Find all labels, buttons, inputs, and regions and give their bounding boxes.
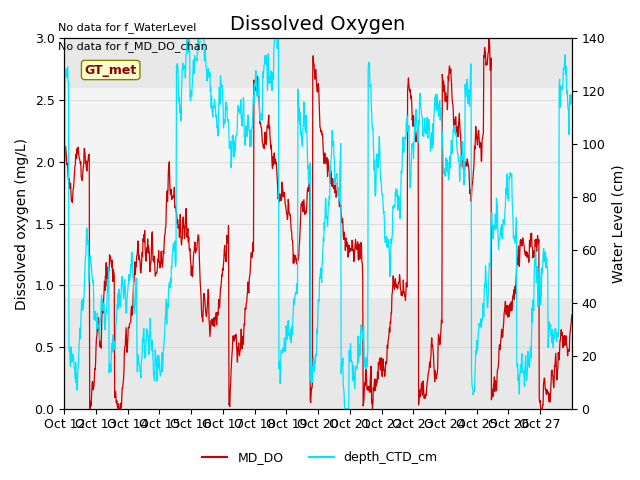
Text: GT_met: GT_met xyxy=(84,63,137,76)
Y-axis label: Dissolved oxygen (mg/L): Dissolved oxygen (mg/L) xyxy=(15,137,29,310)
Title: Dissolved Oxygen: Dissolved Oxygen xyxy=(230,15,406,34)
Legend: MD_DO, depth_CTD_cm: MD_DO, depth_CTD_cm xyxy=(197,446,443,469)
Y-axis label: Water Level (cm): Water Level (cm) xyxy=(611,164,625,283)
Text: No data for f_WaterLevel: No data for f_WaterLevel xyxy=(58,22,196,33)
Text: No data for f_MD_DO_chan: No data for f_MD_DO_chan xyxy=(58,41,207,52)
Bar xyxy=(64,88,572,298)
